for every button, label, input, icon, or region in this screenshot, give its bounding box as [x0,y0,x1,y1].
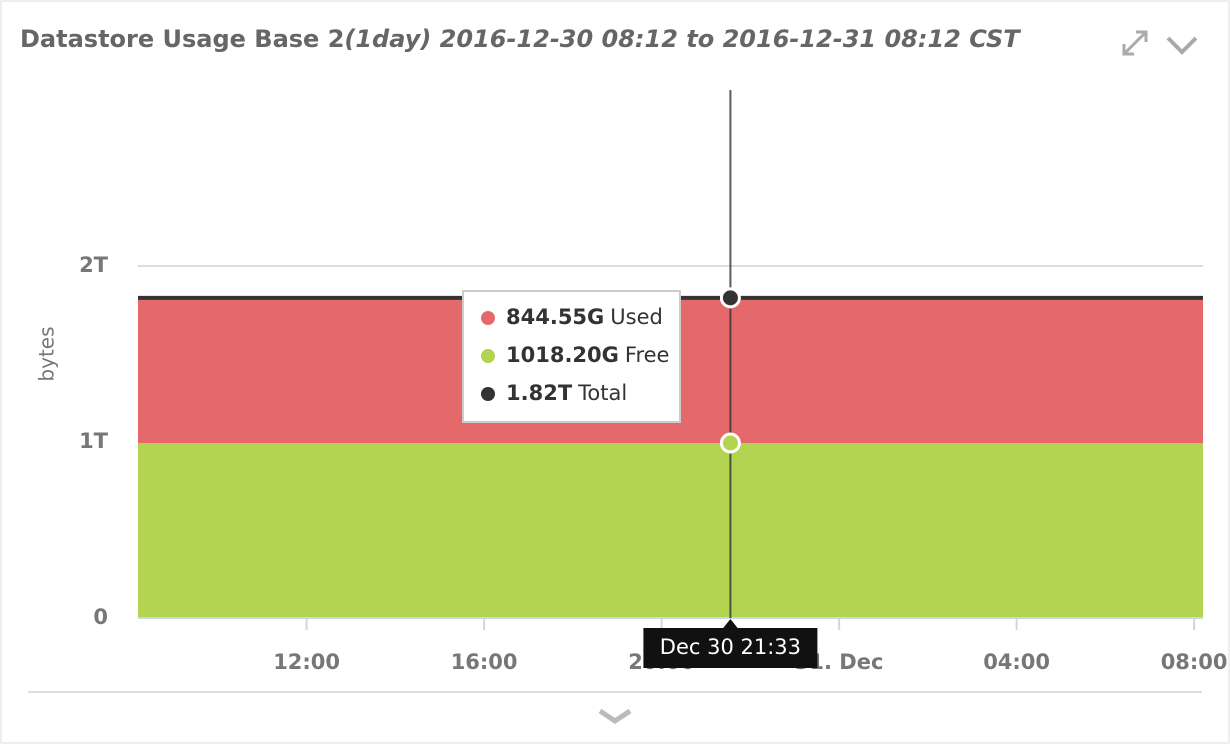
collapse-icon[interactable] [1166,36,1198,55]
x-tick-label: 08:00 [1161,650,1228,674]
tooltip-name: Total [577,381,627,405]
x-tick-label: 04:00 [983,650,1050,674]
tooltip-row: 844.55G Used [506,305,663,329]
crosshair-label: Dec 30 21:33 [660,635,801,659]
y-tick-label: 1T [79,429,109,453]
widget-title: Datastore Usage Base 2(1day) 2016-12-30 … [20,25,1021,53]
hover-marker [719,432,741,454]
tooltip-name: Used [610,305,663,329]
tooltip-dot [481,311,495,325]
x-tick-label: 16:00 [451,650,518,674]
y-axis-label: bytes [35,326,59,381]
area [138,442,1203,618]
y-tick-label: 2T [79,253,109,277]
subtitle: (1day) 2016-12-30 08:12 to 2016-12-31 08… [344,25,1021,53]
expand-icon[interactable] [1122,30,1148,56]
tooltip-name: Free [625,343,670,367]
tooltip-row: 1018.20G Free [506,343,669,367]
y-tick-label: 0 [93,605,108,629]
hover-marker [719,287,741,309]
tooltip: 844.55G Used 1018.20G Free 1.82T Total [462,290,681,423]
tooltip-dot [481,387,495,401]
crosshair-label-arrow [722,619,739,629]
tooltip-row: 1.82T Total [506,381,627,405]
tooltip-value: 844.55G [506,305,604,329]
expand-more-icon[interactable] [598,708,632,725]
x-tick-label: 12:00 [273,650,340,674]
title: Datastore Usage Base 2 [20,25,344,53]
tooltip-value: 1.82T [506,381,573,405]
tooltip-value: 1018.20G [506,343,619,367]
tooltip-box [462,290,681,423]
crosshair-label-box [643,628,818,668]
tooltip-dot [481,349,495,363]
